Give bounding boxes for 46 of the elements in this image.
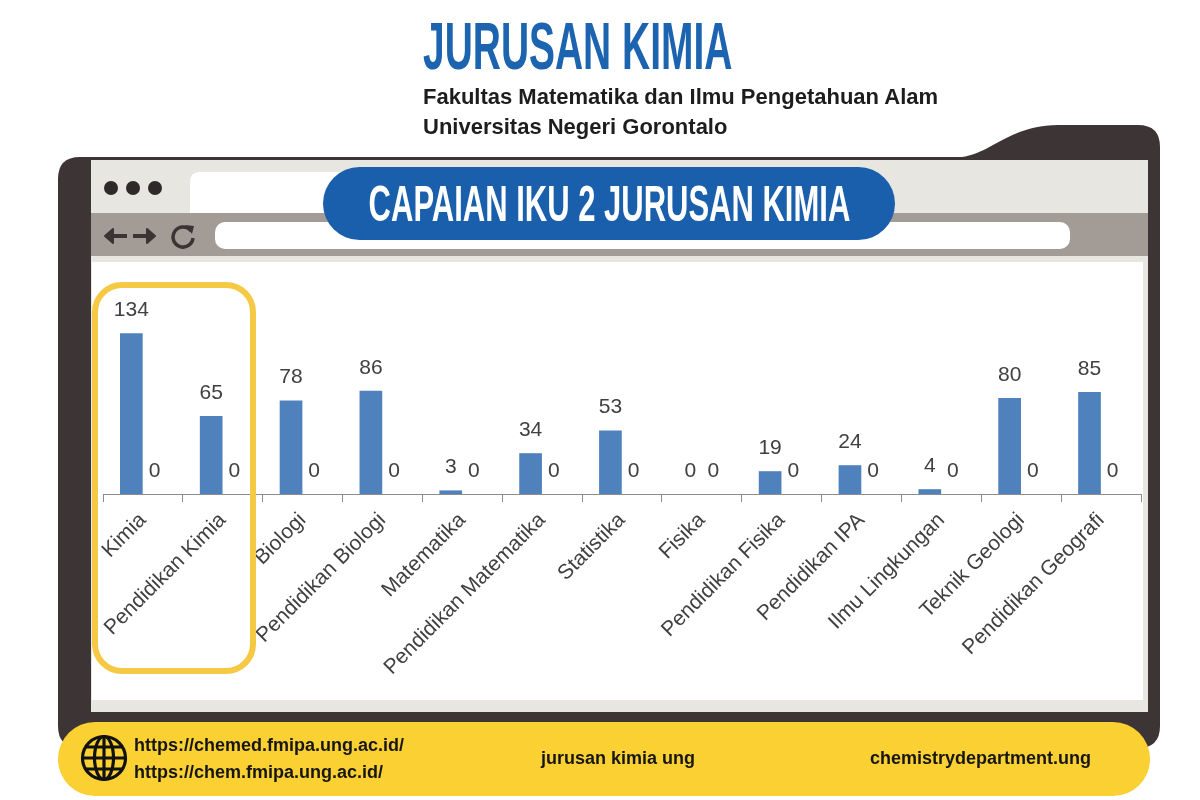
data-label: 0 xyxy=(684,458,697,481)
data-label: 65 xyxy=(199,380,223,403)
bar xyxy=(359,390,383,494)
text: https://chem.fmipa.ung.ac.id/ xyxy=(134,762,384,782)
bar xyxy=(1078,392,1101,494)
data-label: 0 xyxy=(228,458,241,481)
data-label: 78 xyxy=(279,364,303,388)
data-label: 80 xyxy=(997,362,1022,385)
data-label: 0 xyxy=(468,458,480,481)
data-label: 85 xyxy=(1077,356,1102,379)
text: Fakultas Matematika dan Ilmu Pengetahuan Alam xyxy=(423,84,939,110)
data-label: 0 xyxy=(308,458,321,481)
text: jurusan kimia ung xyxy=(541,748,696,768)
data-label: 0 xyxy=(388,458,400,481)
bar xyxy=(519,453,542,494)
text: JURUSAN KIMIA xyxy=(423,9,733,83)
data-label: 0 xyxy=(148,458,161,481)
bar xyxy=(838,465,862,494)
data-label: 34 xyxy=(518,417,543,441)
text: chemistrydepartment.ung xyxy=(870,748,1092,768)
data-label: 0 xyxy=(627,458,640,481)
chart-title: CAPAIAN IKU 2 JURUSAN KIMIA xyxy=(368,175,850,232)
data-label: 3 xyxy=(444,454,457,478)
data-label: 0 xyxy=(1026,458,1039,481)
bar xyxy=(439,490,463,494)
data-label: 134 xyxy=(113,297,150,321)
data-label: 0 xyxy=(867,458,879,481)
bar xyxy=(199,416,223,494)
data-label: 0 xyxy=(1106,458,1119,481)
bar xyxy=(758,471,782,494)
data-label: 0 xyxy=(547,458,560,481)
data-label: 24 xyxy=(838,429,862,453)
data-label: 0 xyxy=(947,458,959,481)
bar xyxy=(279,400,303,494)
data-label: 53 xyxy=(598,394,623,418)
bar xyxy=(918,489,942,494)
data-label: 19 xyxy=(758,435,782,459)
data-label: 4 xyxy=(923,453,936,477)
text: https://chemed.fmipa.ung.ac.id/ xyxy=(134,735,405,755)
bar xyxy=(998,398,1021,494)
bar xyxy=(120,333,143,494)
data-label: 86 xyxy=(359,354,383,378)
text: Universitas Negeri Gorontalo xyxy=(423,114,728,140)
data-label: 0 xyxy=(787,458,800,481)
bar xyxy=(599,430,622,494)
data-label: 0 xyxy=(707,458,720,481)
